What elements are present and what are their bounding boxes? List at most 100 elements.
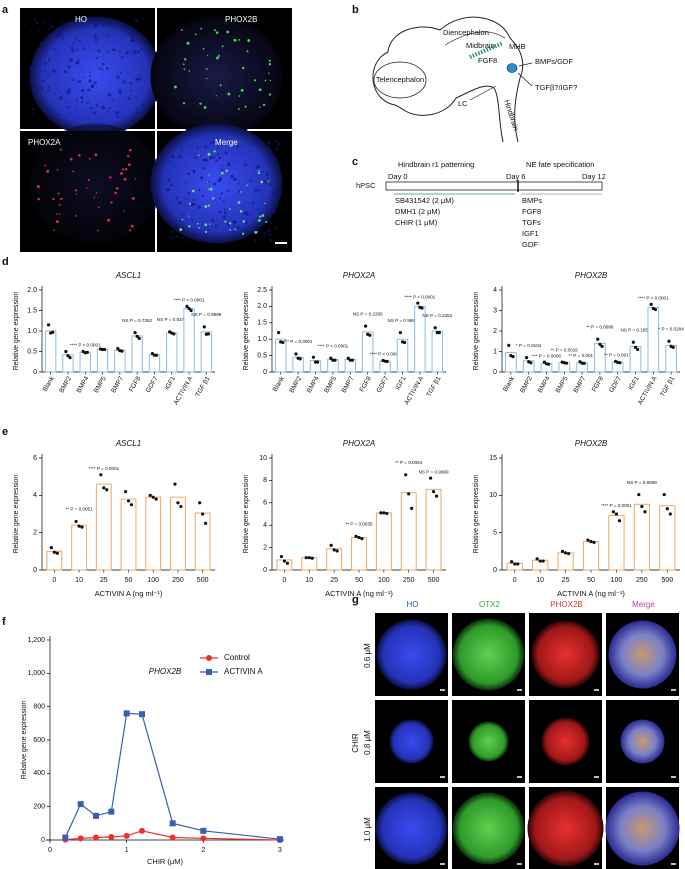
cell-signal: [225, 169, 228, 173]
nucleus-speckle: [107, 92, 112, 97]
cell-signal: [207, 54, 209, 57]
replicate-point: [133, 331, 137, 335]
nucleus-speckle: [227, 189, 230, 193]
replicate-point: [176, 501, 180, 505]
series-marker: [93, 812, 99, 819]
bar: [44, 330, 57, 373]
nucleus-speckle: [34, 18, 37, 22]
cell-signal: [127, 155, 130, 158]
replicate-point: [538, 559, 542, 563]
y-tick-label: 2.5: [257, 287, 267, 294]
nucleus-speckle: [104, 23, 107, 26]
x-tick-label: 1: [125, 847, 129, 854]
replicate-point: [535, 557, 539, 561]
legend-marker: [206, 655, 212, 661]
nucleus-speckle: [212, 156, 216, 159]
diagram-label: LC: [458, 99, 468, 108]
series-marker: [123, 832, 130, 839]
timeline-bar: [385, 181, 603, 191]
cell-signal: [123, 210, 125, 212]
cell-signal: [269, 79, 272, 82]
replicate-point: [398, 331, 403, 335]
diagram-label: FGF8: [478, 56, 497, 65]
replicate-point: [154, 497, 158, 501]
y-axis-label: Relative gene expression: [243, 292, 250, 371]
nucleus-speckle: [194, 156, 197, 160]
nucleus-speckle: [82, 47, 86, 50]
replicate-point: [428, 476, 433, 480]
nucleus-speckle: [268, 215, 271, 218]
nucleus-speckle: [75, 99, 79, 102]
nucleus-speckle: [227, 223, 231, 227]
nucleus-speckle: [47, 58, 51, 62]
y-tick-label: 15: [489, 455, 497, 462]
significance-note: **** P = 0.0001: [601, 503, 632, 508]
nucleus-speckle: [75, 37, 77, 40]
cell-signal: [181, 218, 184, 221]
replicate-point: [281, 340, 285, 345]
replicate-point: [434, 494, 439, 498]
cell-signal: [107, 218, 111, 222]
cell-signal: [86, 187, 88, 189]
cell-signal: [128, 148, 132, 152]
nucleus-speckle: [170, 184, 173, 187]
significance-note: * P = 0.0104: [516, 343, 542, 348]
column-header: PHOX2B: [550, 600, 582, 609]
nucleus-speckle: [244, 163, 247, 167]
cell-signal: [180, 29, 183, 31]
cell-signal: [257, 171, 261, 175]
telencephalon-outline: [373, 61, 427, 99]
replicate-point: [151, 495, 155, 499]
nucleus-speckle: [238, 182, 240, 185]
diagram-label: TGFβ?/IGF?: [535, 83, 577, 92]
replicate-point: [643, 510, 647, 514]
cell-signal: [204, 205, 208, 208]
nucleus-speckle: [119, 50, 122, 53]
nucleus-speckle: [60, 97, 63, 99]
nucleus-speckle: [88, 79, 92, 83]
replicate-point: [172, 332, 176, 336]
y-tick-label: 800: [33, 704, 45, 711]
diagram-label: Midbrain: [466, 41, 495, 50]
nucleus-speckle: [92, 111, 96, 115]
panel-label: d: [2, 256, 9, 268]
nucleus-speckle: [135, 106, 138, 109]
nucleus-speckle: [208, 229, 211, 231]
y-tick-label: 0: [263, 369, 267, 376]
nucleus-speckle: [92, 26, 95, 29]
cell-signal: [57, 192, 60, 195]
replicate-point: [382, 511, 386, 515]
nucleus-speckle: [101, 105, 105, 110]
nucleus-speckle: [277, 142, 281, 146]
factor-label: BMPs: [522, 196, 542, 205]
replicate-point: [600, 344, 604, 348]
nucleus-speckle: [61, 36, 65, 40]
nucleus-speckle: [86, 102, 90, 105]
nucleus-speckle: [111, 48, 115, 52]
cell-signal: [186, 41, 190, 45]
cell-signal: [198, 226, 200, 229]
x-tick-label: 250: [172, 577, 184, 584]
significance-note: **** P = 0.0001: [88, 466, 119, 471]
nucleus-speckle: [258, 189, 261, 192]
x-tick-label: 10: [305, 577, 313, 584]
cell-signal: [244, 105, 247, 108]
nucleus-speckle: [275, 157, 278, 160]
y-axis-label: Relative gene expression: [473, 475, 480, 554]
nucleus-speckle: [38, 87, 40, 90]
significance-note: NS P = 0.1859: [621, 327, 651, 332]
cell-signal: [58, 212, 61, 215]
nucleus-speckle: [119, 71, 123, 74]
nucleus-speckle: [187, 172, 191, 176]
y-tick-label: 8: [263, 477, 267, 484]
significance-note: ** P = 0.0017: [569, 353, 597, 358]
nucleus-speckle: [52, 68, 55, 72]
significance-note: ** P = 0.0035: [345, 522, 373, 527]
cell-signal: [237, 107, 240, 110]
replicate-point: [431, 490, 436, 494]
nucleus-speckle: [212, 140, 216, 144]
nucleus-speckle: [279, 176, 282, 179]
bar: [400, 492, 417, 571]
nucleus-speckle: [196, 146, 199, 149]
cell-signal: [204, 230, 208, 234]
